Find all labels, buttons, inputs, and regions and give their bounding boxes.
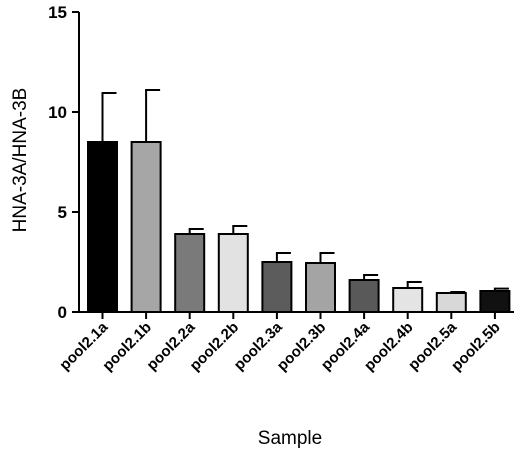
y-axis-title: HNA-3A/HNA-3B bbox=[10, 88, 31, 233]
y-tick-label: 5 bbox=[58, 203, 67, 222]
y-tick-label: 15 bbox=[48, 3, 67, 22]
bar-pool2-2b bbox=[217, 233, 249, 313]
y-tick-label: 10 bbox=[48, 103, 67, 122]
bar-pool2-5a bbox=[435, 292, 467, 313]
bar-pool2-3a bbox=[261, 261, 293, 313]
bar-pool2-1a bbox=[87, 141, 118, 313]
bar-pool2-4b bbox=[392, 287, 424, 313]
bar-pool2-1b bbox=[130, 141, 162, 313]
x-tick-labels-group: pool2.1apool2.1bpool2.2apool2.2bpool2.3a… bbox=[56, 312, 504, 374]
y-ticks-group: 0 5 10 15 bbox=[48, 3, 79, 322]
bars-group bbox=[87, 141, 511, 313]
error-bars-group bbox=[101, 89, 509, 293]
y-tick-label: 0 bbox=[58, 303, 67, 322]
bar-pool2-3b bbox=[305, 262, 336, 313]
bar-pool2-4a bbox=[348, 279, 380, 313]
x-axis-title: Sample bbox=[258, 428, 322, 449]
bar-pool2-5b bbox=[479, 290, 511, 313]
bar-pool2-2a bbox=[174, 233, 206, 313]
